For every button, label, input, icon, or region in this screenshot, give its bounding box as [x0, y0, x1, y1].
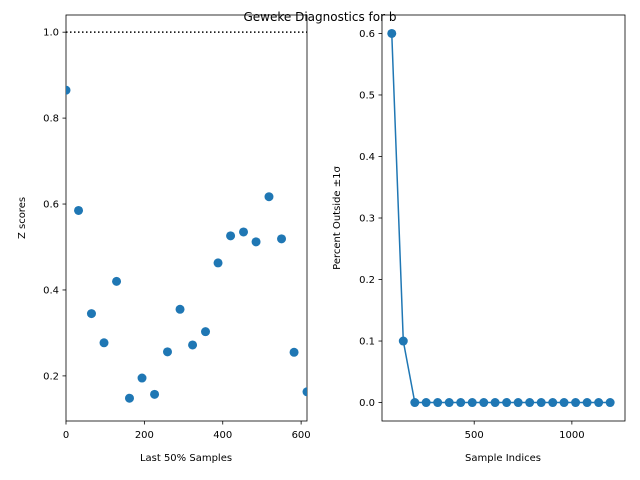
left-data-point: [289, 347, 299, 357]
right-data-point: [479, 398, 489, 408]
left-x-tick-label: 400: [213, 430, 232, 441]
left-y-tick-label: 0.2: [43, 371, 59, 382]
right-data-group: [387, 28, 615, 408]
left-data-point: [226, 231, 236, 241]
left-data-group: [66, 85, 307, 403]
right-data-point: [444, 398, 454, 408]
right-data-point: [467, 398, 477, 408]
left-data-point: [175, 304, 185, 314]
right-y-tick-label: 0.4: [359, 152, 375, 163]
right-data-point: [410, 398, 420, 408]
left-x-axis-label: Last 50% Samples: [140, 453, 232, 464]
right-y-tick-label: 0.6: [359, 29, 375, 40]
right-data-point: [536, 398, 546, 408]
left-x-tick-label: 0: [63, 430, 69, 441]
left-data-point: [277, 234, 287, 244]
figure-title: Geweke Diagnostics for b: [244, 10, 397, 24]
right-data-point: [421, 398, 431, 408]
right-x-tick-label: 500: [465, 430, 484, 441]
right-data-point: [559, 398, 569, 408]
left-x-tick-label: 200: [135, 430, 154, 441]
left-y-tick-label: 0.4: [43, 285, 59, 296]
right-data-point: [456, 398, 466, 408]
right-data-point: [548, 398, 558, 408]
percent-outside-panel: Sample Indices Percent Outside ±1σ 500 10…: [332, 14, 626, 464]
left-data-point: [213, 258, 223, 268]
left-data-point: [239, 227, 249, 237]
left-data-point: [137, 373, 147, 383]
z-scores-panel: Last 50% Samples Z scores 0 200 400 600 0.2 0…: [17, 14, 311, 464]
right-data-point: [571, 398, 581, 408]
left-data-point: [201, 327, 211, 337]
right-x-tick-label: 1000: [559, 430, 584, 441]
left-data-point: [66, 85, 71, 95]
left-data-point: [124, 393, 134, 403]
left-data-point: [162, 347, 172, 357]
left-data-point: [302, 387, 307, 397]
right-data-point: [398, 336, 408, 346]
left-y-tick-label: 0.8: [43, 114, 59, 125]
left-y-tick-label: 1.0: [43, 28, 59, 39]
left-y-axis-label: Z scores: [17, 197, 28, 239]
right-y-tick-label: 0.2: [359, 275, 375, 286]
right-y-tick-label: 0.5: [359, 90, 375, 101]
right-data-point: [387, 28, 397, 38]
right-data-point: [502, 398, 512, 408]
right-data-point: [605, 398, 615, 408]
right-y-tick-label: 0.0: [359, 398, 375, 409]
left-data-point: [112, 276, 122, 286]
left-data-point: [188, 340, 198, 350]
right-data-point: [594, 398, 604, 408]
left-data-point: [251, 237, 261, 247]
right-data-point: [525, 398, 535, 408]
right-y-tick-label: 0.3: [359, 214, 375, 225]
right-y-axis-label: Percent Outside ±1σ: [332, 166, 343, 270]
left-data-point: [150, 389, 160, 399]
right-x-axis-label: Sample Indices: [465, 453, 541, 464]
left-data-point: [264, 192, 274, 202]
left-y-tick-label: 0.6: [43, 200, 59, 211]
left-x-tick-label: 600: [292, 430, 311, 441]
left-axes-frame: [65, 14, 308, 422]
left-data-point: [99, 338, 109, 348]
right-data-point: [490, 398, 500, 408]
left-data-point: [74, 205, 84, 215]
right-data-point: [433, 398, 443, 408]
right-data-point: [582, 398, 592, 408]
right-data-point: [513, 398, 523, 408]
right-y-tick-label: 0.1: [359, 337, 375, 348]
left-data-point: [86, 309, 96, 319]
